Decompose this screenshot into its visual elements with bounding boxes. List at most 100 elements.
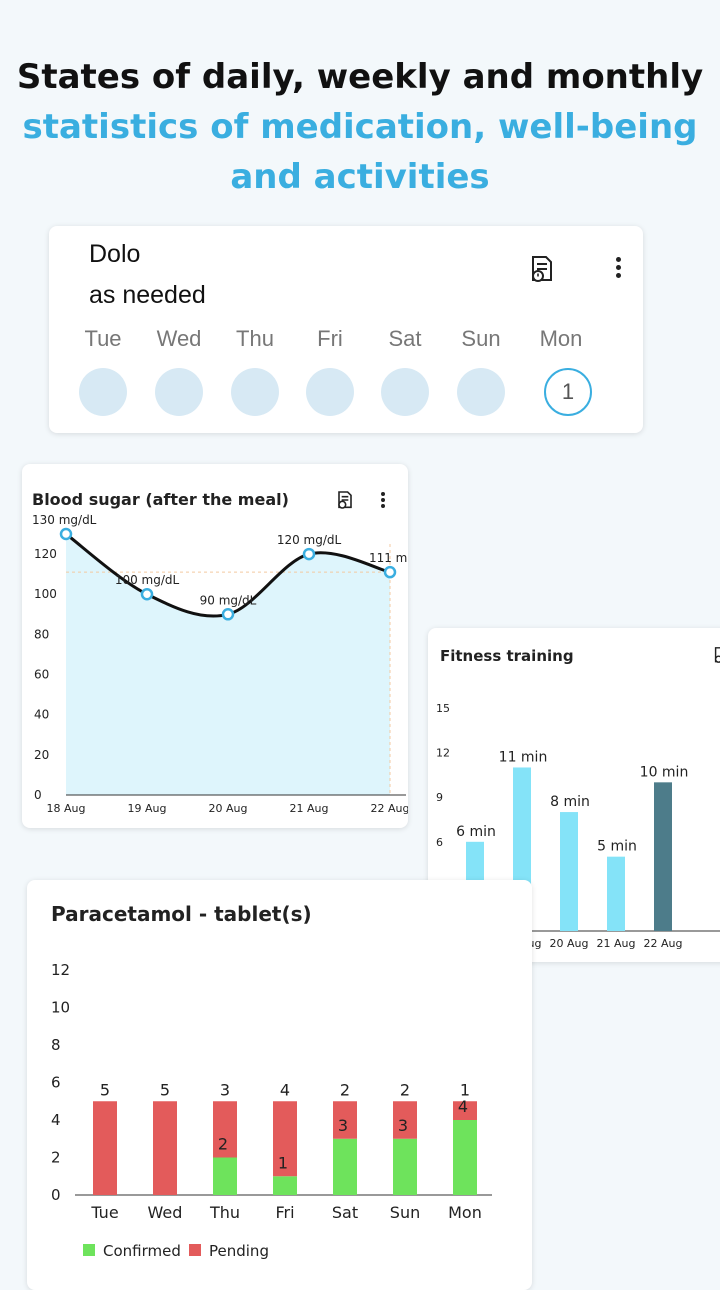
bar-pending bbox=[393, 1101, 417, 1139]
y-tick-label: 9 bbox=[436, 791, 443, 804]
x-tick-label: 22 Aug bbox=[371, 802, 408, 815]
x-tick-label: 19 Aug bbox=[128, 802, 167, 815]
day-dose-dot[interactable] bbox=[457, 368, 505, 416]
segment-label: 4 bbox=[458, 1097, 468, 1116]
day-dose-dot[interactable] bbox=[381, 368, 429, 416]
bar-confirmed bbox=[393, 1138, 417, 1195]
data-label: 2 bbox=[400, 1080, 410, 1099]
data-label: 11 min bbox=[499, 749, 548, 765]
data-label: 111 mg/ bbox=[369, 551, 408, 565]
data-point bbox=[221, 608, 235, 621]
headline-line-1: States of daily, weekly and monthly bbox=[16, 57, 704, 97]
blood-sugar-title: Blood sugar (after the meal) bbox=[32, 490, 289, 509]
segment-label: 1 bbox=[278, 1153, 288, 1172]
y-tick-label: 80 bbox=[34, 627, 49, 641]
medication-name-line-1: Dolo bbox=[89, 240, 141, 268]
x-tick-label: 18 Aug bbox=[47, 802, 86, 815]
data-label: 5 bbox=[100, 1080, 110, 1099]
day-dose-dot[interactable] bbox=[306, 368, 354, 416]
report-icon[interactable] bbox=[527, 254, 557, 284]
day-label: Sat bbox=[388, 326, 422, 351]
bar bbox=[560, 812, 578, 931]
y-tick-label: 6 bbox=[51, 1074, 61, 1092]
y-tick-label: 8 bbox=[51, 1036, 61, 1054]
blood-sugar-chart: 0 20 40 60 80 100 120 18 Aug 19 Aug 20 Aug 21 Aug 2… bbox=[32, 513, 408, 815]
data-label: 1 bbox=[460, 1080, 470, 1099]
more-options-icon[interactable] bbox=[381, 492, 387, 511]
bar-pending bbox=[333, 1101, 357, 1139]
paracetamol-chart: 0246810125Tue5Wed32Thu41Fri23Sat23Sun14M… bbox=[51, 961, 492, 1260]
data-label: 100 mg/dL bbox=[115, 573, 180, 587]
legend-swatch bbox=[189, 1244, 201, 1256]
data-label: 120 mg/dL bbox=[277, 533, 342, 547]
segment-label: 3 bbox=[338, 1116, 348, 1135]
bar bbox=[607, 856, 625, 931]
day-dose-dot[interactable] bbox=[155, 368, 203, 416]
data-label: 2 bbox=[340, 1080, 350, 1099]
more-options-icon[interactable] bbox=[616, 257, 622, 281]
bar-pending bbox=[153, 1101, 177, 1195]
report-icon[interactable] bbox=[335, 490, 355, 510]
day-dose-dot[interactable] bbox=[79, 368, 127, 416]
day-dose-dot-active[interactable]: 1 bbox=[544, 368, 592, 416]
y-tick-label: 10 bbox=[51, 999, 70, 1017]
medication-schedule: as needed bbox=[89, 281, 206, 309]
x-tick-label: 21 Aug bbox=[290, 802, 329, 815]
data-label: 4 bbox=[280, 1080, 290, 1099]
segment-label: 2 bbox=[218, 1135, 228, 1154]
data-label: 90 mg/dL bbox=[200, 593, 257, 607]
day-label: Mon bbox=[539, 326, 583, 351]
legend-label: Pending bbox=[209, 1242, 269, 1260]
legend-label: Confirmed bbox=[103, 1242, 181, 1260]
x-tick-label: Sun bbox=[390, 1203, 420, 1222]
data-point bbox=[302, 547, 316, 561]
bar-confirmed bbox=[453, 1120, 477, 1195]
bar-pending bbox=[93, 1101, 117, 1195]
headline-line-3: and activities bbox=[230, 157, 490, 197]
medication-name: Dolo as needed bbox=[89, 234, 206, 316]
y-tick-label: 12 bbox=[436, 747, 450, 760]
fitness-training-title: Fitness training bbox=[440, 647, 574, 665]
y-tick-label: 15 bbox=[436, 702, 450, 715]
day-label: Tue bbox=[84, 326, 122, 351]
x-tick-label: Wed bbox=[148, 1203, 183, 1222]
headline: States of daily, weekly and monthly stat… bbox=[0, 52, 720, 202]
y-tick-label: 60 bbox=[34, 668, 49, 682]
y-tick-label: 12 bbox=[51, 961, 70, 979]
day-label: Sun bbox=[461, 326, 501, 351]
y-tick-label: 20 bbox=[34, 748, 49, 762]
data-label: 130 mg/dL bbox=[32, 513, 97, 527]
paracetamol-title: Paracetamol - tablet(s) bbox=[51, 902, 312, 926]
y-tick-label: 40 bbox=[34, 708, 49, 722]
x-tick-label: Sat bbox=[332, 1203, 358, 1222]
y-tick-label: 0 bbox=[51, 1186, 61, 1204]
data-label: 10 min bbox=[640, 764, 689, 780]
bar bbox=[654, 782, 672, 931]
blood-sugar-card[interactable]: Blood sugar (after the meal) 0 20 40 60 80 10… bbox=[22, 464, 408, 828]
bar-pending bbox=[273, 1101, 297, 1177]
x-tick-label: 21 Aug bbox=[597, 937, 636, 950]
y-tick-label: 120 bbox=[34, 547, 57, 561]
y-tick-label: 2 bbox=[51, 1149, 61, 1167]
x-tick-label: Fri bbox=[275, 1203, 294, 1222]
data-label: 6 min bbox=[456, 824, 496, 840]
bar-confirmed bbox=[333, 1138, 357, 1195]
headline-line-2: statistics of medication, well-being bbox=[22, 107, 698, 147]
segment-label: 3 bbox=[398, 1116, 408, 1135]
day-label: Wed bbox=[156, 326, 202, 351]
day-label: Thu bbox=[236, 326, 274, 351]
report-icon[interactable] bbox=[712, 646, 720, 664]
bar-confirmed bbox=[213, 1157, 237, 1195]
day-dose-dot[interactable] bbox=[231, 368, 279, 416]
data-label: 5 min bbox=[597, 839, 637, 855]
data-label: 5 bbox=[160, 1080, 170, 1099]
dolo-medication-card[interactable]: Dolo as needed Tue Wed Thu Fri Sat Sun M… bbox=[49, 226, 643, 433]
x-tick-label: 22 Aug bbox=[644, 937, 683, 950]
y-tick-label: 4 bbox=[51, 1111, 61, 1129]
data-point bbox=[140, 587, 154, 601]
day-label: Fri bbox=[317, 326, 343, 351]
bar-confirmed bbox=[273, 1176, 297, 1195]
data-point bbox=[59, 527, 73, 541]
paracetamol-card[interactable]: Paracetamol - tablet(s) 0 2 4 6 8 10 12 5 Tue 5 We… bbox=[27, 880, 532, 1290]
bar-pending bbox=[213, 1101, 237, 1158]
